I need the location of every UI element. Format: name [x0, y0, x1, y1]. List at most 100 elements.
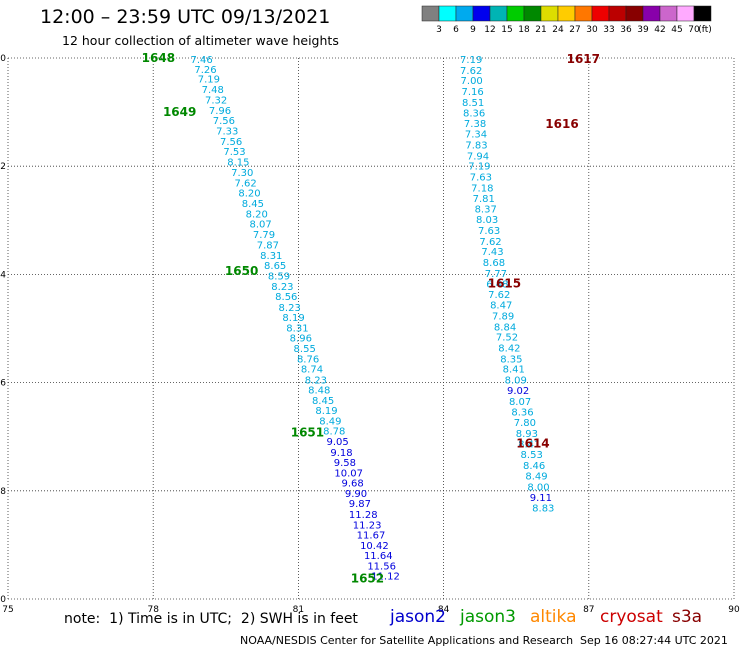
jason3-swh-point: 10.07	[334, 468, 363, 479]
colorbar-tick-label: 6	[453, 25, 459, 35]
s3a-swh-point: 8.03	[476, 215, 498, 226]
colorbar-tick-label: 39	[637, 25, 649, 35]
y-tick-label: 0	[0, 54, 6, 64]
jason3-swh-point: 8.48	[308, 386, 330, 397]
colorbar-tick-label: 42	[654, 25, 665, 35]
colorbar-tick-label: 3	[436, 25, 442, 35]
jason3-swh-point: 7.19	[198, 75, 220, 86]
jason3-swh-point: 9.05	[326, 437, 348, 448]
colorbar-tick-label: 33	[603, 25, 614, 35]
colorbar-tick-label: 27	[569, 25, 580, 35]
colorbar-swatch	[438, 5, 457, 22]
s3a-swh-point: 7.38	[464, 119, 486, 130]
jason3-swh-point: 7.53	[223, 147, 245, 158]
satellite-label-s3a: s3a	[672, 607, 703, 627]
s3a-swh-point: 7.62	[479, 237, 501, 248]
jason3-swh-point: 8.31	[260, 251, 282, 262]
jason3-swh-point: 8.15	[227, 157, 249, 168]
y-tick-label: -4	[0, 270, 6, 280]
colorbar-tick-label: 30	[586, 25, 598, 35]
s3a-swh-point: 8.93	[516, 429, 538, 440]
colorbar-tick-label: 36	[620, 25, 632, 35]
s3a-swh-point: 8.83	[532, 504, 554, 515]
x-tick-label: 87	[583, 605, 594, 615]
s3a-swh-point: 7.00	[461, 76, 483, 87]
colorbar-swatch	[523, 5, 542, 22]
colorbar-tick-label: 24	[552, 25, 564, 35]
jason3-swh-point: 8.45	[242, 199, 264, 210]
s3a-swh-point: 8.68	[483, 258, 505, 269]
s3a-swh-point: 8.36	[463, 109, 485, 120]
s3a-swh-point: 8.09	[505, 375, 527, 386]
jason3-swh-point: 7.26	[194, 65, 216, 76]
jason3-swh-point: 10.42	[360, 541, 389, 552]
s3a-swh-point: 9.11	[530, 493, 552, 504]
jason3-swh-point: 8.31	[286, 323, 308, 334]
jason3-swh-point: 8.74	[301, 365, 323, 376]
s3a-pass-label: 1617	[567, 52, 600, 66]
jason3-swh-point: 7.56	[220, 137, 242, 148]
colorbar-tick-label: 15	[501, 25, 512, 35]
jason3-pass-label: 1651	[291, 425, 324, 439]
colorbar-swatch	[676, 5, 695, 22]
s3a-pass-label: 1615	[488, 277, 521, 291]
jason3-swh-point: 9.58	[334, 458, 356, 469]
jason3-swh-point: 11.64	[364, 551, 393, 562]
s3a-swh-point: 6.48	[486, 280, 508, 291]
s3a-swh-point: 7.80	[514, 418, 536, 429]
colorbar-unit: (ft)	[698, 25, 712, 35]
x-tick-label: 75	[2, 605, 13, 615]
colorbar-swatch	[659, 5, 678, 22]
colorbar-swatch	[455, 5, 474, 22]
s3a-swh-point: 7.77	[485, 269, 507, 280]
colorbar-tick-label: 12	[484, 25, 495, 35]
jason3-pass-label: 1648	[142, 51, 175, 65]
jason3-swh-point: 9.18	[330, 448, 352, 459]
s3a-swh-point: 8.53	[521, 450, 543, 461]
chart-title: 12:00 – 23:59 UTC 09/13/2021	[40, 6, 331, 28]
jason3-swh-point: 11.28	[349, 510, 378, 521]
s3a-swh-point: 7.81	[473, 194, 495, 205]
s3a-swh-point: 7.43	[481, 247, 503, 258]
jason3-swh-point: 8.78	[323, 427, 345, 438]
y-tick-label: -8	[0, 487, 6, 497]
jason3-swh-point: 8.23	[279, 303, 301, 314]
s3a-swh-point: 7.19	[460, 55, 482, 66]
colorbar-swatch	[557, 5, 576, 22]
chart-subtitle: 12 hour collection of altimeter wave hei…	[62, 33, 339, 48]
s3a-swh-point: 8.51	[462, 98, 484, 109]
s3a-swh-point: 7.18	[471, 183, 493, 194]
satellite-label-jason3: jason3	[460, 607, 516, 627]
s3a-swh-point: 7.89	[492, 312, 514, 323]
s3a-swh-point: 7.62	[488, 290, 510, 301]
credit-line: NOAA/NESDIS Center for Satellite Applica…	[240, 634, 574, 647]
colorbar-tick-label: 70	[688, 25, 700, 35]
jason3-swh-point: 7.32	[205, 96, 227, 107]
colorbar-swatch	[574, 5, 593, 22]
jason3-swh-point: 7.30	[231, 168, 253, 179]
y-tick-label: -2	[0, 162, 6, 172]
jason3-pass-label: 1652	[351, 571, 384, 585]
jason3-swh-point: 11.67	[357, 531, 386, 542]
colorbar-swatch	[421, 5, 440, 22]
x-tick-label: 90	[728, 605, 740, 615]
footer-note: note: 1) Time is in UTC; 2) SWH is in fe…	[64, 611, 358, 627]
jason3-swh-point: 8.45	[312, 396, 334, 407]
colorbar-swatch	[693, 5, 712, 22]
colorbar-tick-label: 9	[470, 25, 476, 35]
s3a-pass-label: 1614	[516, 437, 549, 451]
x-tick-label: 84	[438, 605, 450, 615]
s3a-swh-point: 8.07	[509, 397, 531, 408]
colorbar-swatch	[472, 5, 491, 22]
y-tick-label: -10	[0, 595, 6, 605]
s3a-swh-point: 8.47	[490, 301, 512, 312]
s3a-swh-point: 7.52	[496, 333, 518, 344]
jason3-swh-point: 8.19	[282, 313, 304, 324]
jason3-swh-point: 8.59	[268, 271, 290, 282]
jason3-pass-label: 1649	[163, 105, 196, 119]
s3a-swh-point: 8.41	[518, 440, 540, 451]
jason3-swh-point: 8.20	[238, 189, 260, 200]
jason3-swh-point: 8.07	[250, 220, 272, 231]
s3a-swh-point: 7.16	[462, 87, 484, 98]
